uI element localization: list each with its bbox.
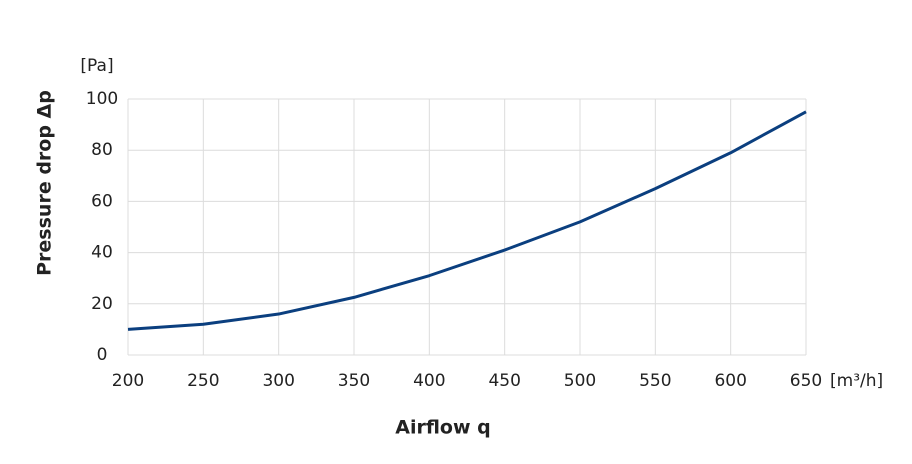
data-line <box>127 110 807 331</box>
x-tick-label: 250 <box>187 371 219 391</box>
x-tick-label: 400 <box>413 371 445 391</box>
y-tick-label: 60 <box>91 191 113 211</box>
x-tick-label: 600 <box>714 371 746 391</box>
x-tick-label: 500 <box>564 371 596 391</box>
x-axis-label: Airflow q <box>395 417 491 439</box>
y-tick-label: 100 <box>86 89 118 109</box>
y-tick-label: 20 <box>91 294 113 314</box>
y-tick-label: 0 <box>97 345 108 365</box>
x-tick-label: 550 <box>639 371 671 391</box>
x-tick-label: 300 <box>262 371 294 391</box>
y-tick-label: 80 <box>91 140 113 160</box>
x-tick-label: 200 <box>112 371 144 391</box>
x-tick-label: 650 <box>790 371 822 391</box>
x-tick-label: 350 <box>338 371 370 391</box>
y-axis-label: Pressure drop Δp <box>34 90 56 276</box>
x-unit: [m³/h] <box>830 371 883 391</box>
y-tick-label: 40 <box>91 243 113 263</box>
y-unit: [Pa] <box>80 56 113 76</box>
x-tick-label: 450 <box>488 371 520 391</box>
